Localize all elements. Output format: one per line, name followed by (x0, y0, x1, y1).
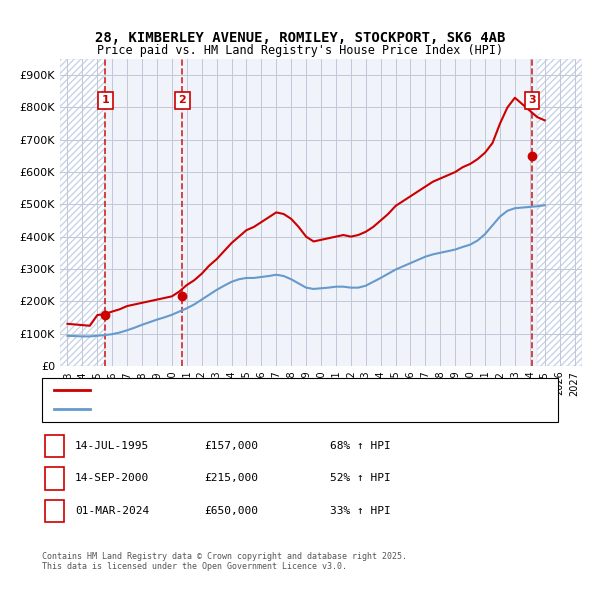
Bar (537, 59, 582, 366)
Text: £650,000: £650,000 (204, 506, 258, 516)
Bar (60, 59, 105, 366)
Text: 68% ↑ HPI: 68% ↑ HPI (330, 441, 391, 451)
Text: 14-SEP-2000: 14-SEP-2000 (75, 474, 149, 483)
Text: £215,000: £215,000 (204, 474, 258, 483)
Text: 33% ↑ HPI: 33% ↑ HPI (330, 506, 391, 516)
Text: £157,000: £157,000 (204, 441, 258, 451)
Text: HPI: Average price, detached house, Stockport: HPI: Average price, detached house, Stoc… (96, 405, 361, 414)
Text: 3: 3 (51, 506, 58, 516)
Text: 14-JUL-1995: 14-JUL-1995 (75, 441, 149, 451)
Text: 2: 2 (51, 474, 58, 483)
Text: 1: 1 (101, 96, 109, 106)
Text: 3: 3 (529, 96, 536, 106)
Text: 2: 2 (179, 96, 187, 106)
Text: 28, KIMBERLEY AVENUE, ROMILEY, STOCKPORT, SK6 4AB: 28, KIMBERLEY AVENUE, ROMILEY, STOCKPORT… (95, 31, 505, 45)
Text: Contains HM Land Registry data © Crown copyright and database right 2025.
This d: Contains HM Land Registry data © Crown c… (42, 552, 407, 571)
Text: 01-MAR-2024: 01-MAR-2024 (75, 506, 149, 516)
Text: Price paid vs. HM Land Registry's House Price Index (HPI): Price paid vs. HM Land Registry's House … (97, 44, 503, 57)
Text: 1: 1 (51, 441, 58, 451)
Text: 28, KIMBERLEY AVENUE, ROMILEY, STOCKPORT, SK6 4AB (detached house): 28, KIMBERLEY AVENUE, ROMILEY, STOCKPORT… (96, 385, 484, 395)
Text: 52% ↑ HPI: 52% ↑ HPI (330, 474, 391, 483)
